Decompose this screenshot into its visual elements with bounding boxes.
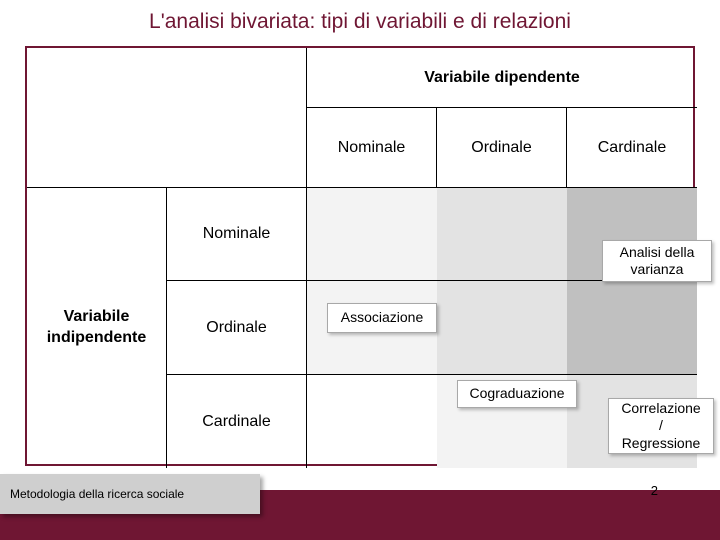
slide-title: L'analisi bivariata: tipi di variabili e… xyxy=(0,10,720,34)
label-cograduazione: Cograduazione xyxy=(457,380,577,408)
cell-nom-nom xyxy=(307,188,437,281)
label-cograduazione-text: Cograduazione xyxy=(470,385,565,403)
slide: L'analisi bivariata: tipi di variabili e… xyxy=(0,0,720,540)
bivariate-table: Variabile dipendente Nominale Ordinale C… xyxy=(25,46,695,466)
page-number: 2 xyxy=(651,483,658,498)
cell-car-nom xyxy=(307,375,437,468)
header-independent: Variabile indipendente xyxy=(27,188,167,468)
label-associazione: Associazione xyxy=(327,303,437,333)
label-analisi-varianza-text: Analisi della varianza xyxy=(620,244,695,279)
row-header-ordinale: Ordinale xyxy=(167,281,307,375)
header-dependent: Variabile dipendente xyxy=(307,48,697,108)
header-independent-label: Variabile indipendente xyxy=(47,307,147,349)
row-header-nominale: Nominale xyxy=(167,188,307,281)
row-header-cardinale: Cardinale xyxy=(167,375,307,468)
col-header-cardinale: Cardinale xyxy=(567,108,697,188)
label-associazione-text: Associazione xyxy=(341,309,424,327)
label-correlazione-regressione: Correlazione / Regressione xyxy=(608,398,714,454)
footer-left-box: Metodologia della ricerca sociale xyxy=(0,474,260,514)
cell-ord-ord xyxy=(437,281,567,375)
col-header-nominale: Nominale xyxy=(307,108,437,188)
cell-ord-car xyxy=(567,281,697,375)
label-correlazione-regressione-text: Correlazione / Regressione xyxy=(621,400,700,453)
blank-top-left xyxy=(27,48,307,188)
label-analisi-varianza: Analisi della varianza xyxy=(602,240,712,282)
cell-nom-ord xyxy=(437,188,567,281)
col-header-ordinale: Ordinale xyxy=(437,108,567,188)
footer-left-text: Metodologia della ricerca sociale xyxy=(10,487,184,501)
